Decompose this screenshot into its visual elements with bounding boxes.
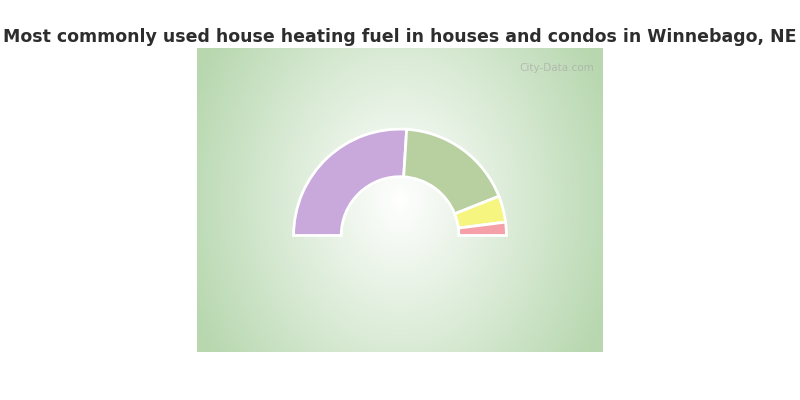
Text: City-Data.com: City-Data.com: [520, 63, 594, 73]
Wedge shape: [404, 129, 499, 214]
Text: Most commonly used house heating fuel in houses and condos in Winnebago, NE: Most commonly used house heating fuel in…: [3, 28, 797, 46]
Wedge shape: [294, 129, 406, 236]
Wedge shape: [458, 222, 506, 236]
Wedge shape: [454, 196, 506, 228]
